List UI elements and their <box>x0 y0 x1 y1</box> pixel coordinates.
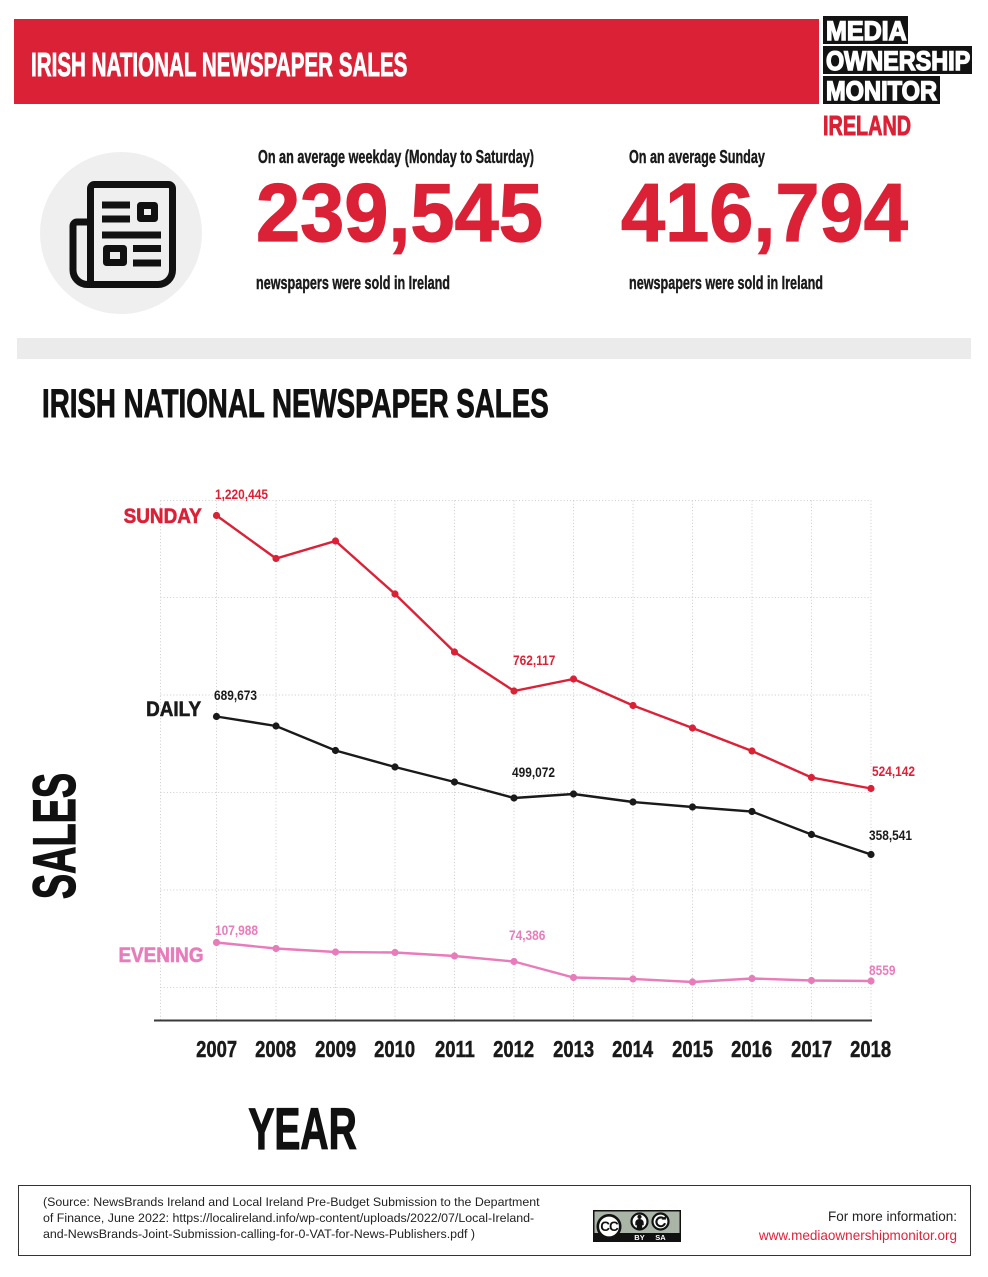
svg-text:SA: SA <box>655 1233 666 1242</box>
svg-text:BY: BY <box>634 1233 644 1242</box>
svg-text:CC: CC <box>600 1219 619 1234</box>
